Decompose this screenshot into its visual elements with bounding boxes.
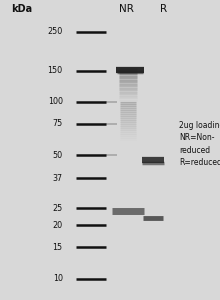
Text: 50: 50 [53, 151, 63, 160]
Text: 25: 25 [52, 204, 63, 213]
Text: 37: 37 [53, 174, 63, 183]
Text: 150: 150 [48, 66, 63, 75]
Text: 2ug loading
NR=Non-
reduced
R=reduced: 2ug loading NR=Non- reduced R=reduced [179, 121, 220, 167]
Text: 250: 250 [48, 27, 63, 36]
Text: 15: 15 [53, 243, 63, 252]
Text: kDa: kDa [11, 4, 33, 14]
Text: 10: 10 [53, 274, 63, 283]
Text: 20: 20 [53, 221, 63, 230]
Text: 100: 100 [48, 97, 63, 106]
Text: R: R [160, 4, 167, 14]
Text: 75: 75 [52, 119, 63, 128]
Text: NR: NR [119, 4, 134, 14]
